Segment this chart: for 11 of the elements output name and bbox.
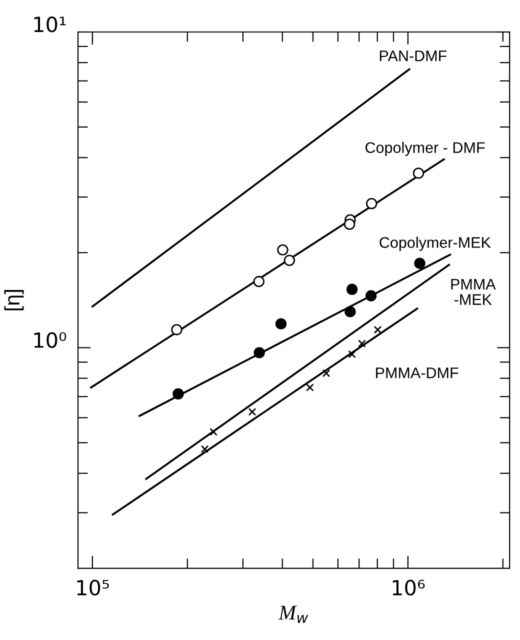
- x-tick-label: 10⁶: [392, 580, 425, 596]
- y-tick-label: 10¹: [34, 16, 66, 32]
- annotation: PAN-DMF: [380, 50, 447, 62]
- annotation: Copolymer-MEK: [380, 236, 491, 251]
- x-tick-label: 10⁵: [77, 580, 109, 596]
- annotation: Copolymer - DMF: [366, 142, 485, 156]
- y-axis-title: [η]: [4, 290, 24, 310]
- y-tick-label: 10⁰: [34, 332, 66, 348]
- annotation: PMMA -MEK: [451, 278, 496, 305]
- x-axis-title: M$_{w}$: [278, 606, 308, 623]
- annotation: PMMA-DMF: [376, 368, 458, 378]
